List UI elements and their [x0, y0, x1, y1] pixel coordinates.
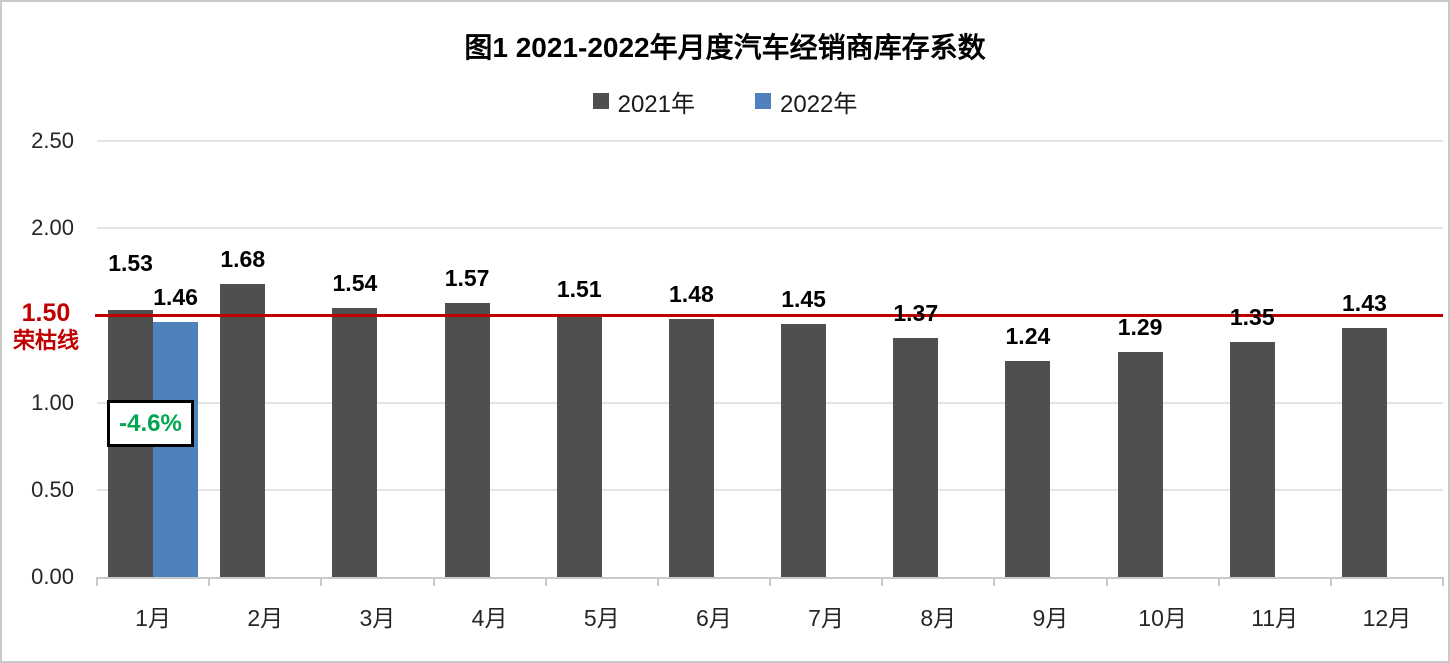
reference-value-label: 1.50	[21, 299, 71, 327]
gridline-2.00	[97, 227, 1443, 230]
bar-2021年-2月	[220, 284, 266, 577]
value-label-2021年-10月: 1.29	[1117, 314, 1163, 341]
x-axis-label-8月: 8月	[920, 605, 957, 631]
x-axis-label-2月: 2月	[247, 605, 284, 631]
bar-2021年-12月	[1341, 327, 1387, 577]
x-axis-label-10月: 10月	[1138, 605, 1187, 631]
reference-name-label: 荣枯线	[12, 328, 79, 353]
x-axis-label-12月: 12月	[1362, 605, 1412, 631]
bar-2021年-7月	[781, 324, 827, 577]
x-axis-tick	[208, 577, 211, 586]
x-axis-tick	[432, 577, 435, 586]
y-axis-label-2.50: 2.50	[31, 128, 74, 153]
x-axis-tick	[993, 577, 996, 586]
bar-2021年-4月	[444, 303, 490, 577]
x-axis-label-6月: 6月	[696, 605, 732, 631]
x-axis-tick	[96, 577, 98, 586]
x-axis-label-3月: 3月	[359, 605, 396, 631]
annotation-box: -4.6%	[107, 400, 194, 447]
value-label-2022年-1月: 1.46	[153, 284, 198, 311]
bar-2021年-8月	[893, 338, 939, 577]
value-label-2021年-8月: 1.37	[893, 300, 939, 327]
bar-2022年-1月	[153, 322, 199, 577]
value-label-2021年-3月: 1.54	[332, 270, 378, 297]
chart-legend: 2021年 2022年	[0, 84, 1450, 119]
bar-2021年-5月	[556, 313, 602, 577]
x-axis-label-1月: 1月	[135, 605, 171, 631]
chart-title: 图1 2021-2022年月度汽车经销商库存系数	[464, 32, 986, 63]
bar-2021年-11月	[1229, 341, 1275, 577]
value-label-2021年-9月: 1.24	[1005, 322, 1051, 349]
value-label-2021年-5月: 1.51	[556, 275, 602, 302]
x-axis-tick	[320, 577, 323, 586]
legend-item-2022: 2022年	[755, 84, 857, 119]
legend-swatch-icon	[755, 93, 771, 109]
x-axis-label-5月: 5月	[583, 605, 620, 631]
y-axis-label-2.00: 2.00	[31, 215, 74, 241]
gridline-1.00	[97, 401, 1443, 404]
bar-2021年-6月	[668, 318, 714, 577]
x-axis-tick	[881, 577, 884, 586]
bar-2021年-3月	[332, 308, 378, 577]
value-label-2021年-11月: 1.35	[1229, 303, 1275, 330]
y-axis-label-0.50: 0.50	[31, 476, 74, 502]
x-axis-label-11月: 11月	[1251, 605, 1299, 631]
value-label-2021年-7月: 1.45	[781, 286, 826, 313]
x-axis-tick	[1105, 577, 1108, 586]
gridline-0.50	[97, 488, 1443, 491]
bar-2021年-9月	[1005, 360, 1051, 577]
legend-label: 2022年	[780, 90, 858, 118]
bar-2021年-10月	[1117, 352, 1163, 577]
reference-line-label: 1.50 荣枯线	[6, 300, 86, 354]
value-label-2021年-2月: 1.68	[220, 246, 266, 272]
x-axis-tick	[656, 577, 659, 586]
legend-swatch-icon	[592, 93, 609, 109]
x-axis-tick	[1329, 577, 1332, 586]
value-label-2021年-6月: 1.48	[669, 280, 714, 307]
reference-line	[95, 314, 1443, 318]
legend-label: 2021年	[617, 90, 695, 118]
value-label-2021年-1月: 1.53	[108, 250, 153, 277]
value-label-2021年-12月: 1.43	[1342, 289, 1387, 316]
value-label-2021年-4月: 1.57	[444, 265, 490, 292]
x-axis-tick	[1217, 577, 1220, 586]
y-axis-label-1.00: 1.00	[31, 389, 74, 415]
x-axis-label-7月: 7月	[808, 605, 844, 631]
x-axis-tick	[769, 577, 771, 586]
gridline-2.50	[97, 140, 1443, 142]
legend-item-2021: 2021年	[592, 84, 695, 119]
x-axis-label-9月: 9月	[1032, 605, 1069, 631]
y-axis-label-0.00: 0.00	[31, 564, 74, 589]
x-axis-tick	[544, 577, 547, 586]
x-axis-label-4月: 4月	[471, 605, 508, 631]
x-axis-tick	[1442, 577, 1444, 586]
